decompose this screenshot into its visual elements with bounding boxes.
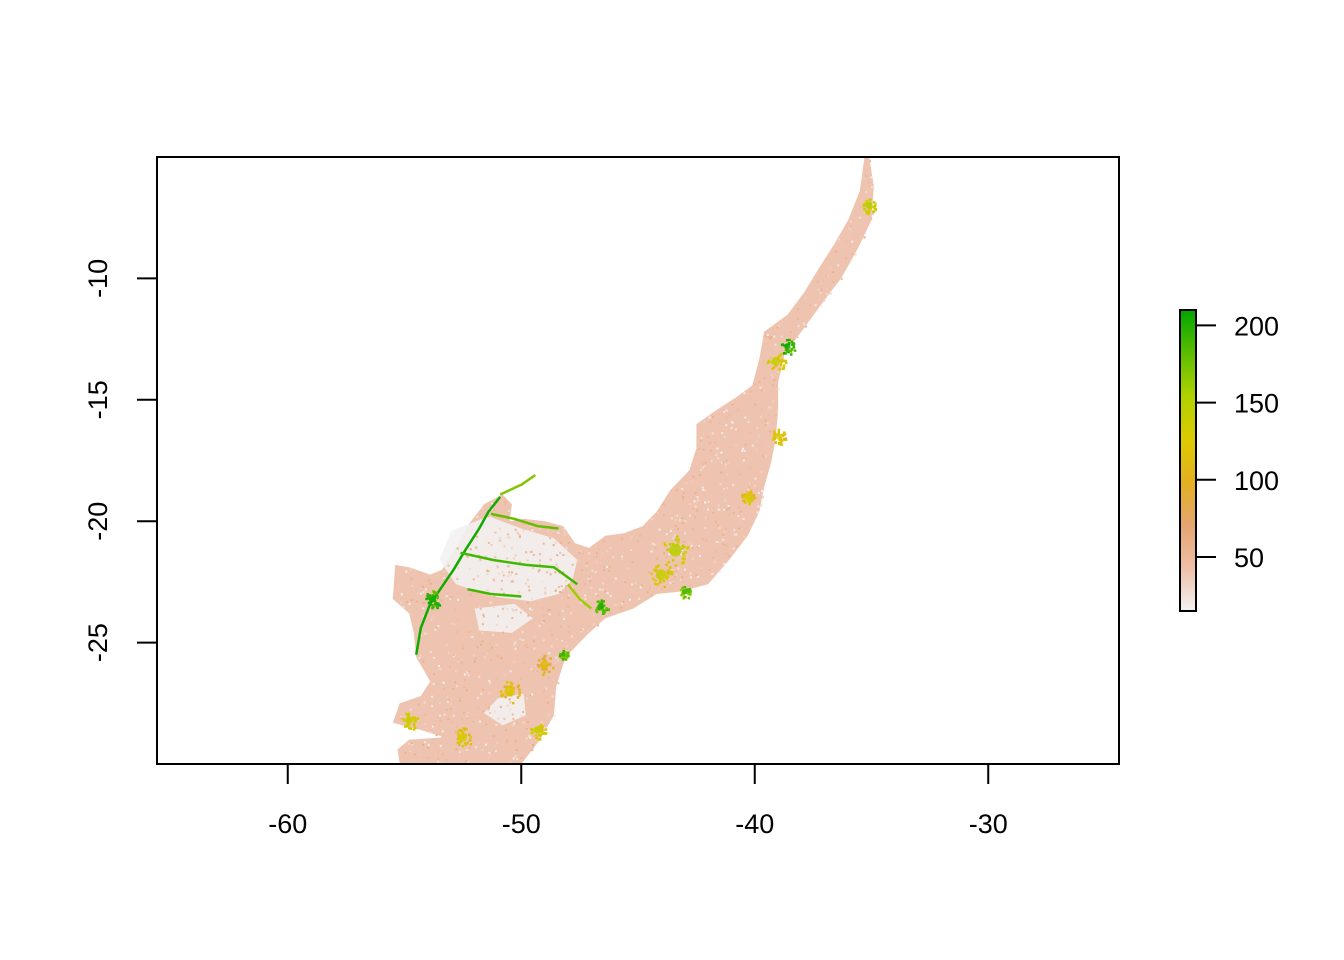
raster-hotspot-9 xyxy=(679,585,692,600)
raster-hotspot-14 xyxy=(401,712,420,731)
colorbar-legend: 50 100 150 200 xyxy=(1179,309,1279,612)
raster-texture xyxy=(400,160,874,764)
raster-hotspot-3 xyxy=(558,650,570,661)
x-tick-label: -40 xyxy=(735,809,774,839)
colorbar-tick-label: 200 xyxy=(1234,311,1279,341)
raster-hotspot-11 xyxy=(536,654,555,677)
raster-river-0 xyxy=(414,496,502,655)
raster-river-1 xyxy=(460,551,579,586)
colorbar-gradient xyxy=(1179,309,1197,612)
raster-hotspot-6 xyxy=(766,352,788,371)
raster-region-low-1 xyxy=(474,603,533,633)
raster-hotspot-1 xyxy=(425,590,442,610)
x-tick-label: -30 xyxy=(969,809,1008,839)
raster-river-4 xyxy=(499,474,537,496)
raster-hotspot-8 xyxy=(741,489,757,506)
y-axis: -10 -15 -20 -25 xyxy=(83,259,158,662)
raster-hotspot-7 xyxy=(771,428,788,446)
raster-hotspot-13 xyxy=(530,724,548,741)
colorbar-tick-label: 150 xyxy=(1234,389,1279,419)
colorbar-tick-label: 100 xyxy=(1234,466,1279,496)
raster-hotspot-0 xyxy=(780,338,797,356)
raster-hotspot-2 xyxy=(595,599,610,615)
y-tick-label: -25 xyxy=(83,623,113,662)
raster-hotspot-4 xyxy=(663,535,690,567)
raster-hotspot-5 xyxy=(650,563,674,589)
x-axis: -60 -50 -40 -30 xyxy=(268,763,1008,839)
raster-river-5 xyxy=(567,583,593,610)
y-tick-label: -20 xyxy=(83,502,113,541)
raster-river-3 xyxy=(490,512,559,530)
raster-layer xyxy=(392,157,878,764)
raster-hotspot-12 xyxy=(499,680,521,705)
x-tick-label: -60 xyxy=(268,809,307,839)
raster-region-low-2 xyxy=(483,693,526,726)
raster-hotspot-15 xyxy=(456,727,473,748)
raster-hotspot-10 xyxy=(862,198,878,216)
y-tick-label: -15 xyxy=(83,380,113,419)
x-tick-label: -50 xyxy=(502,809,541,839)
colorbar-tick-label: 50 xyxy=(1234,543,1264,573)
y-tick-label: -10 xyxy=(83,259,113,298)
raster-river-2 xyxy=(467,587,522,598)
